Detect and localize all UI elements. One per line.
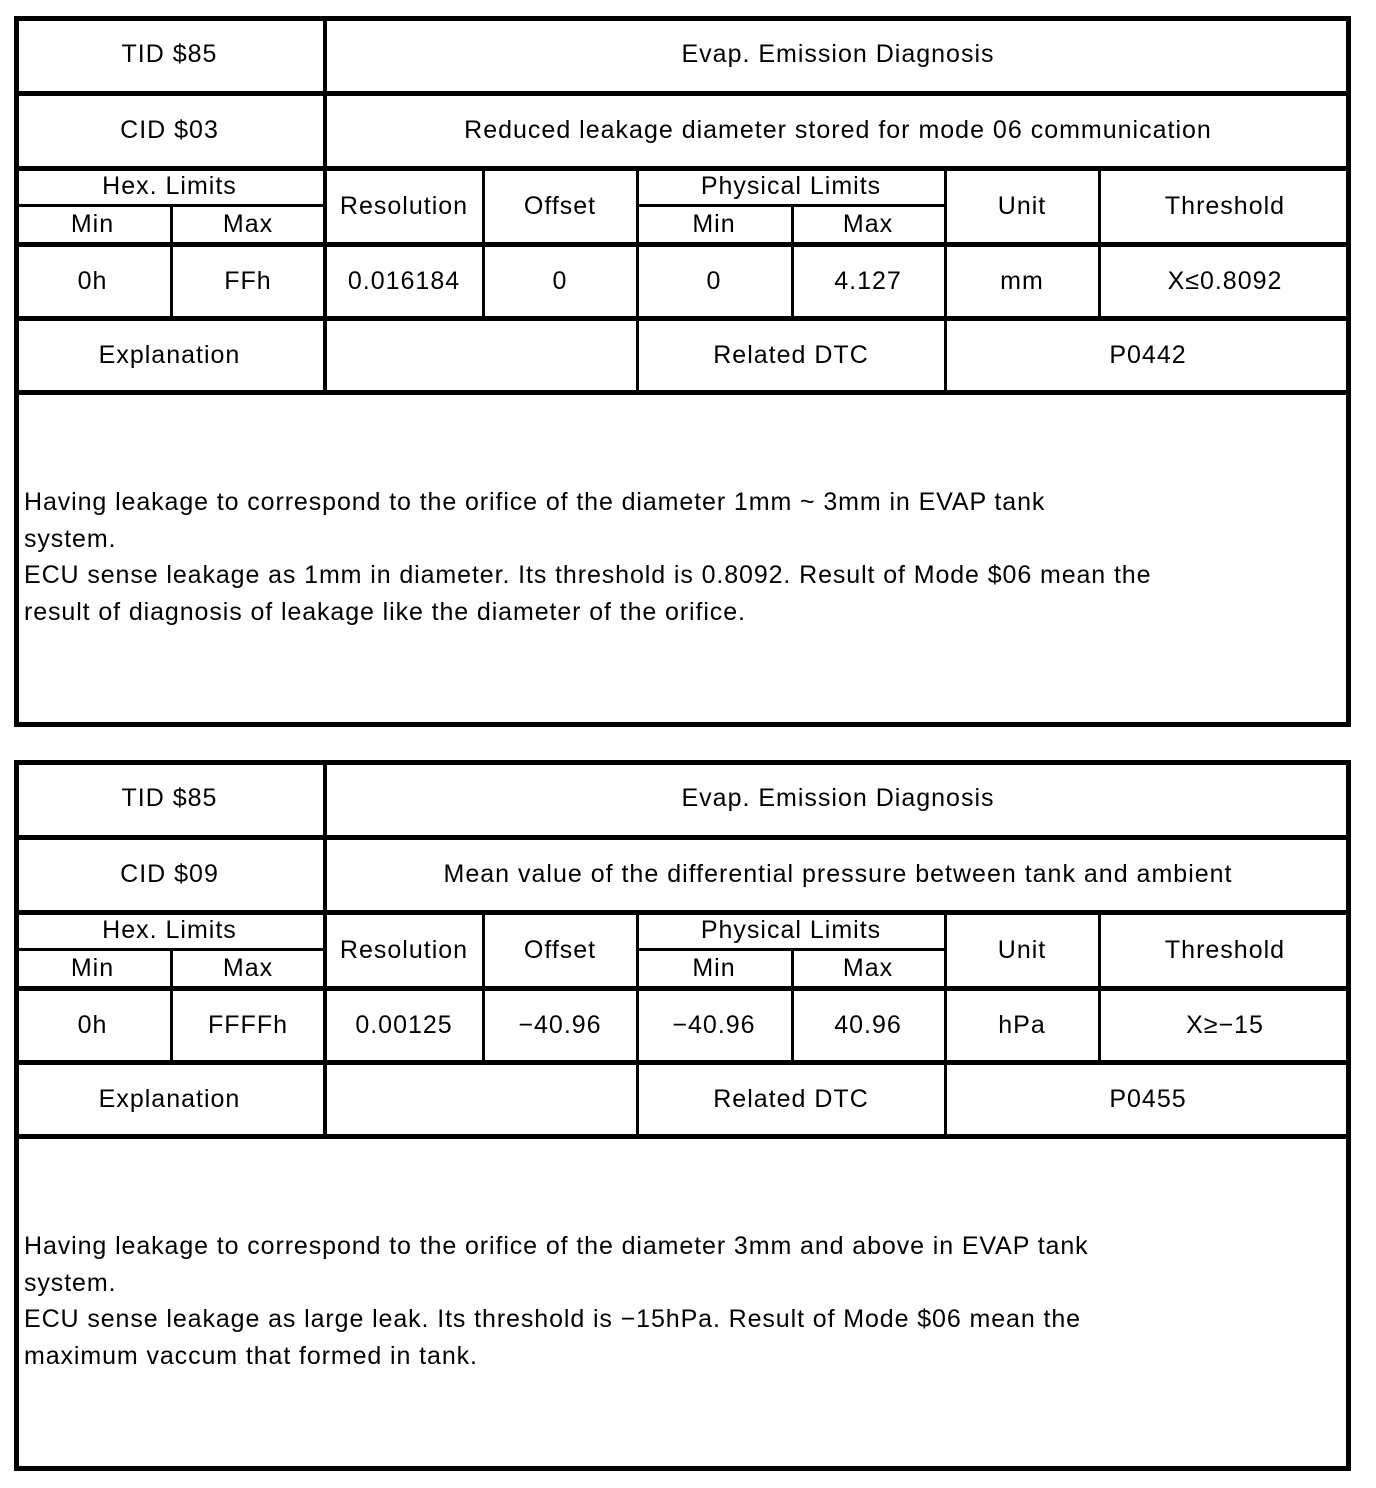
threshold-header: Threshold: [1164, 935, 1286, 964]
hex-min-header: Min: [70, 210, 115, 238]
resolution-value: 0.00125: [355, 1010, 453, 1039]
hex-min-value: 0h: [77, 1010, 108, 1039]
table-border: [14, 316, 1351, 321]
table-border: [14, 1060, 1351, 1065]
offset-header: Offset: [523, 935, 597, 964]
offset-value: 0: [552, 266, 568, 295]
table-border: [14, 242, 1351, 247]
physical-min-header: Min: [692, 954, 736, 982]
threshold-value: X≤0.8092: [1167, 266, 1283, 295]
offset-header: Offset: [523, 191, 597, 220]
table-border: [636, 910, 639, 1139]
table-border: [170, 204, 173, 318]
tid-cell: TID $85: [121, 40, 218, 68]
explanation-line: Having leakage to correspond to the orif…: [24, 1232, 1089, 1260]
table-border: [1098, 910, 1101, 1062]
table-border: [14, 835, 1351, 840]
table-border: [14, 204, 325, 207]
table-border: [1346, 760, 1351, 1471]
physical-max-value: 40.96: [834, 1010, 902, 1039]
unit-value: hPa: [998, 1010, 1046, 1039]
table-border: [1098, 166, 1101, 318]
unit-value: mm: [1000, 266, 1044, 295]
table-border: [482, 910, 485, 1062]
explanation-line: Having leakage to correspond to the orif…: [24, 488, 1046, 516]
resolution-value: 0.016184: [347, 266, 461, 295]
table-border: [14, 910, 1351, 915]
cid-cell: CID $09: [120, 860, 219, 888]
unit-header: Unit: [997, 191, 1047, 220]
table-border: [636, 166, 639, 395]
explanation-line: system.: [24, 1268, 117, 1297]
table-border: [944, 910, 947, 1139]
table-border: [14, 760, 1351, 765]
hex-min-header: Min: [70, 954, 115, 982]
physical-min-header: Min: [692, 210, 736, 238]
table-border: [14, 760, 19, 1471]
physical-limits-header: Physical Limits: [700, 172, 882, 200]
table-border: [14, 722, 1351, 727]
related-dtc-label: Related DTC: [713, 340, 869, 369]
physical-min-value: −40.96: [672, 1010, 756, 1039]
hex-max-value: FFh: [224, 266, 272, 295]
table-border: [791, 948, 794, 1062]
obd-test-table-cid-09: TID $85 Evap. Emission Diagnosis CID $09 Me…: [14, 760, 1351, 1471]
explanation-value: [325, 1062, 637, 1136]
tid-description: Evap. Emission Diagnosis: [681, 40, 995, 68]
cid-description: Reduced leakage diameter stored for mode…: [464, 116, 1212, 144]
hex-max-value: FFFFh: [208, 1010, 288, 1039]
hex-min-value: 0h: [77, 266, 108, 295]
hex-limits-header: Hex. Limits: [102, 916, 237, 944]
explanation-text: Having leakage to correspond to the orif…: [24, 1136, 1341, 1466]
table-border: [14, 16, 19, 727]
resolution-header: Resolution: [339, 191, 469, 220]
related-dtc-label: Related DTC: [713, 1084, 869, 1113]
related-dtc-value: P0442: [1109, 340, 1187, 369]
explanation-line: ECU sense leakage as 1mm in diameter. It…: [24, 561, 1152, 589]
table-border: [944, 166, 947, 395]
explanation-value: [325, 318, 637, 392]
explanation-line: result of diagnosis of leakage like the …: [24, 597, 746, 626]
table-border: [323, 760, 327, 1139]
tid-cell: TID $85: [121, 784, 218, 812]
physical-max-header: Max: [842, 954, 894, 982]
physical-limits-header: Physical Limits: [700, 916, 882, 944]
table-border: [14, 986, 1351, 991]
explanation-line: maximum vaccum that formed in tank.: [24, 1341, 478, 1370]
explanation-text: Having leakage to correspond to the orif…: [24, 392, 1341, 722]
resolution-header: Resolution: [339, 935, 469, 964]
explanation-line: ECU sense leakage as large leak. Its thr…: [24, 1305, 1081, 1333]
table-border: [323, 16, 327, 395]
hex-max-header: Max: [222, 954, 274, 982]
table-border: [170, 948, 173, 1062]
explanation-line: system.: [24, 524, 117, 553]
table-border: [14, 1466, 1351, 1471]
table-border: [14, 166, 1351, 171]
cid-cell: CID $03: [120, 116, 219, 144]
hex-limits-header: Hex. Limits: [102, 172, 237, 200]
table-border: [791, 204, 794, 318]
table-border: [482, 166, 485, 318]
cid-description: Mean value of the differential pressure …: [443, 860, 1233, 888]
threshold-value: X≥−15: [1186, 1010, 1264, 1039]
table-border: [14, 91, 1351, 96]
physical-min-value: 0: [706, 266, 722, 295]
table-border: [14, 16, 1351, 21]
obd-test-table-cid-03: TID $85 Evap. Emission Diagnosis CID $03 Re…: [14, 16, 1351, 727]
physical-max-header: Max: [842, 210, 894, 238]
related-dtc-value: P0455: [1109, 1084, 1187, 1113]
table-border: [14, 390, 1351, 395]
tid-description: Evap. Emission Diagnosis: [681, 784, 995, 812]
hex-max-header: Max: [222, 210, 274, 238]
explanation-label: Explanation: [98, 1084, 241, 1113]
table-border: [14, 948, 325, 951]
unit-header: Unit: [997, 935, 1047, 964]
table-border: [14, 1134, 1351, 1139]
physical-max-value: 4.127: [834, 266, 902, 295]
threshold-header: Threshold: [1164, 191, 1286, 220]
offset-value: −40.96: [518, 1010, 602, 1039]
table-border: [1346, 16, 1351, 727]
explanation-label: Explanation: [98, 340, 241, 369]
